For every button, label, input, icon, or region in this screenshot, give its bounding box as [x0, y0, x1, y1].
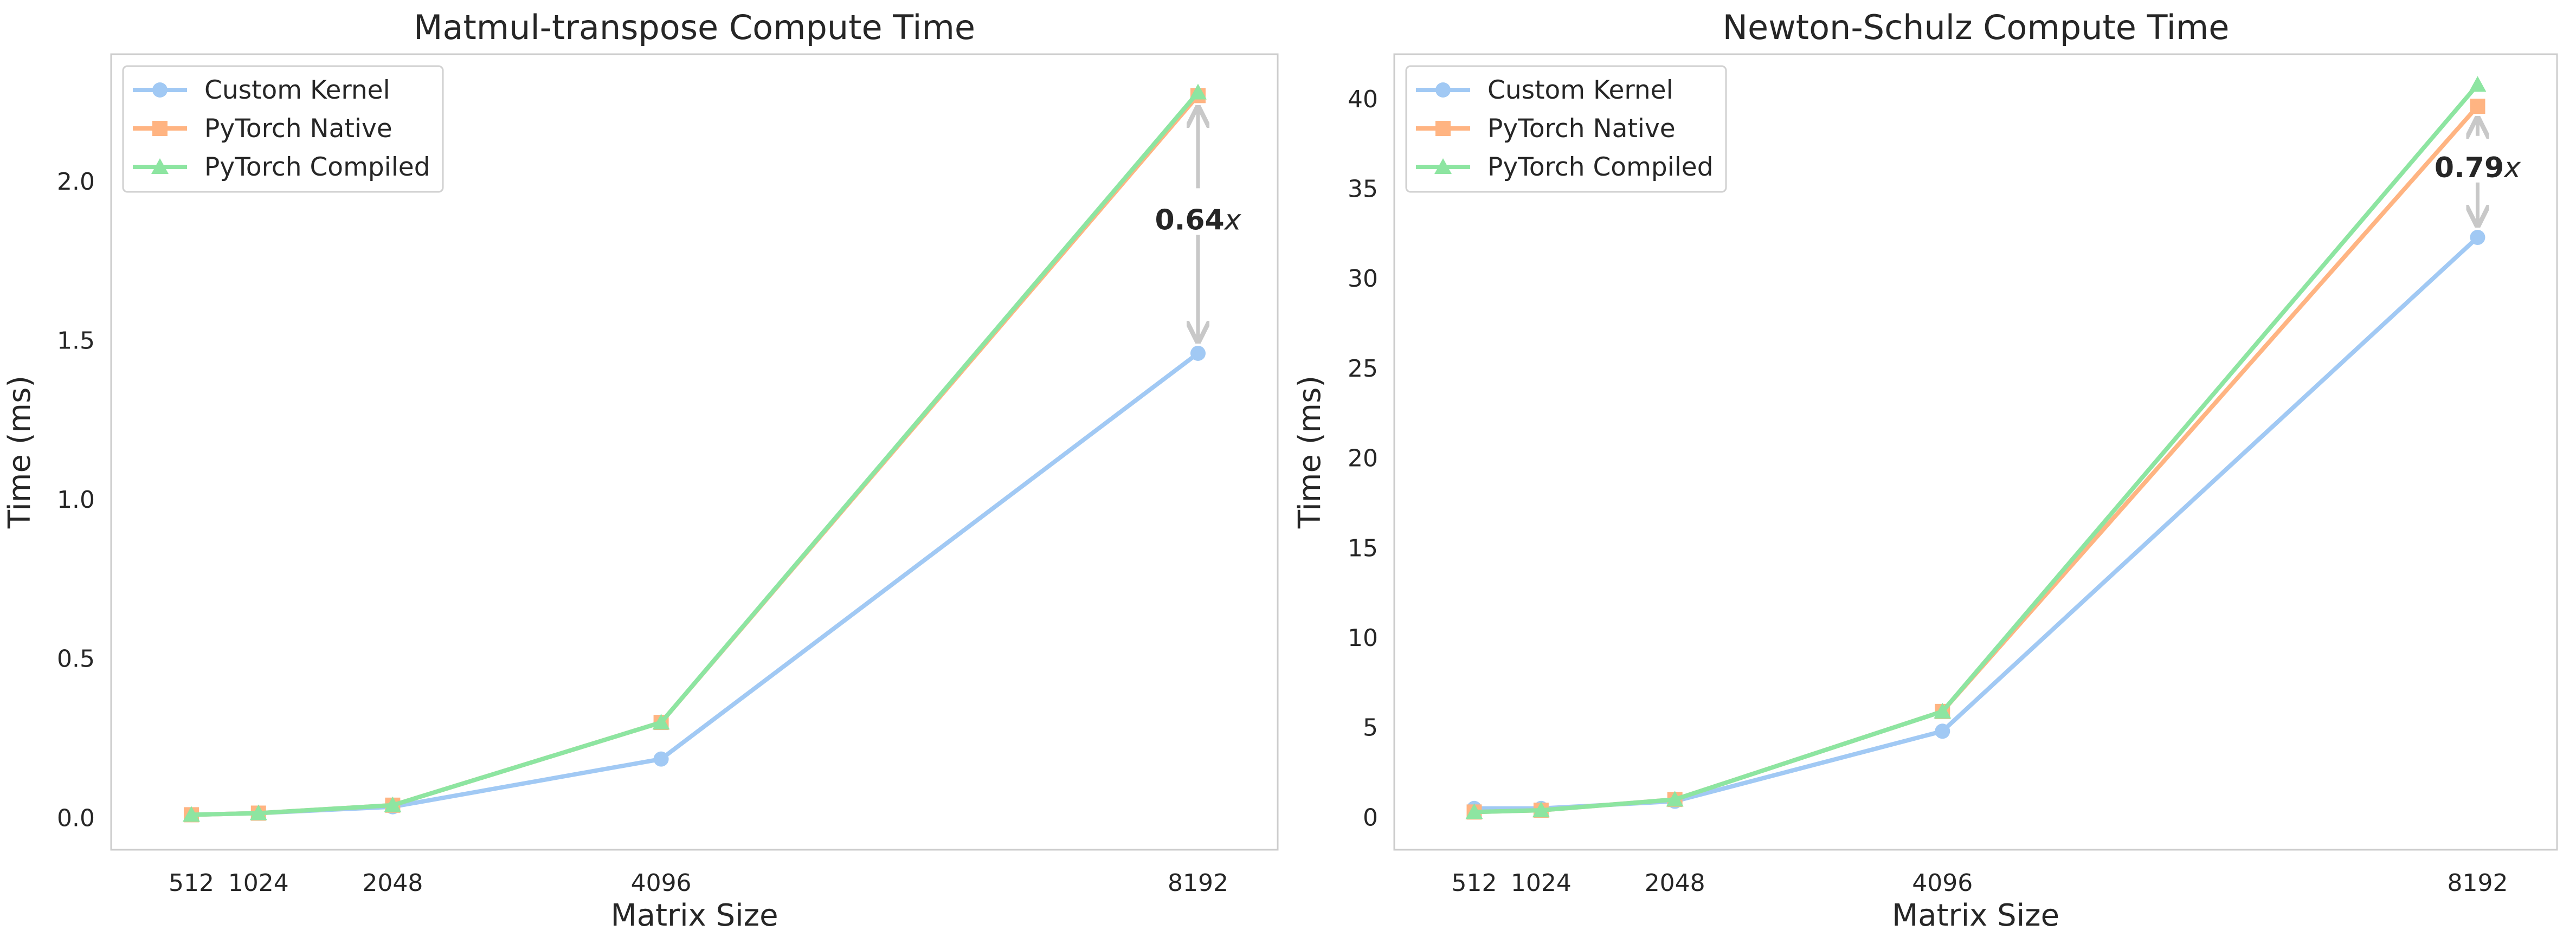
data-point	[1934, 702, 1952, 719]
data-point	[1190, 345, 1206, 361]
y-tick-label: 10	[1348, 624, 1378, 652]
y-tick-label: 0	[1363, 804, 1378, 831]
x-tick-label: 1024	[1511, 869, 1572, 897]
chart-title: Matmul-transpose Compute Time	[414, 8, 975, 47]
speedup-value: 0.64	[1155, 204, 1224, 236]
data-point	[1465, 803, 1483, 819]
legend-marker	[152, 82, 168, 98]
data-point	[1935, 723, 1950, 739]
data-point	[2470, 230, 2485, 245]
data-point	[1532, 802, 1550, 818]
y-tick-label: 35	[1348, 176, 1378, 203]
x-axis-label: Matrix Size	[610, 898, 778, 933]
data-point	[2469, 76, 2487, 92]
legend-label: PyTorch Compiled	[1487, 152, 1714, 182]
y-tick-label: 20	[1348, 445, 1378, 473]
speedup-suffix: x	[1223, 204, 1242, 236]
legend	[1405, 65, 1727, 193]
x-tick-label: 8192	[2447, 869, 2508, 897]
x-tick-label: 2048	[1645, 869, 1705, 897]
y-tick-label: 15	[1348, 534, 1378, 562]
data-point	[384, 796, 402, 812]
chart-panel-newton-schulz: Newton-Schulz Compute Time Matrix Size Tim…	[1292, 8, 2558, 933]
x-tick-label: 512	[1452, 869, 1497, 897]
y-tick-label: 1.5	[57, 327, 95, 354]
legend-label: PyTorch Native	[1487, 114, 1676, 144]
data-point	[652, 714, 670, 730]
legend-marker	[151, 158, 169, 174]
legend-label: Custom Kernel	[1487, 75, 1673, 105]
legend-marker	[1435, 121, 1451, 136]
legend-label: Custom Kernel	[204, 75, 390, 105]
speedup-suffix: x	[2503, 152, 2521, 184]
speedup-annotation: 0.79x	[2435, 152, 2521, 184]
x-tick-label: 4096	[1912, 869, 1973, 897]
legend-marker	[152, 121, 168, 136]
y-axis-label: Time (ms)	[1292, 376, 1328, 529]
x-axis-label: Matrix Size	[1892, 898, 2059, 933]
y-tick-label: 2.0	[57, 168, 95, 196]
y-tick-label: 0.0	[57, 804, 95, 832]
y-tick-label: 25	[1348, 355, 1378, 383]
legend-label: PyTorch Native	[204, 114, 392, 144]
data-point	[249, 804, 267, 820]
data-point	[653, 751, 669, 767]
y-tick-label: 1.0	[57, 486, 95, 514]
legend-marker	[1435, 82, 1451, 98]
data-point	[2470, 99, 2485, 114]
x-tick-label: 512	[169, 869, 214, 897]
chart-panel-matmul-transpose: Matmul-transpose Compute Time Matrix Size…	[2, 8, 1279, 933]
legend	[122, 65, 444, 193]
x-tick-label: 2048	[362, 869, 423, 897]
data-point	[182, 806, 200, 822]
y-tick-label: 40	[1348, 86, 1378, 113]
y-tick-label: 0.5	[57, 645, 95, 673]
data-point	[1666, 791, 1684, 807]
data-point	[1189, 83, 1207, 100]
x-tick-label: 1024	[228, 869, 289, 897]
y-tick-label: 30	[1348, 265, 1378, 293]
speedup-value: 0.79	[2435, 152, 2504, 184]
speedup-annotation: 0.64x	[1155, 204, 1241, 236]
legend-marker	[1434, 158, 1452, 174]
chart-title: Newton-Schulz Compute Time	[1723, 8, 2230, 47]
legend-label: PyTorch Compiled	[204, 152, 430, 182]
x-tick-label: 4096	[631, 869, 692, 897]
y-axis-label: Time (ms)	[2, 376, 37, 529]
x-tick-label: 8192	[1168, 869, 1228, 897]
y-tick-label: 5	[1363, 714, 1378, 742]
